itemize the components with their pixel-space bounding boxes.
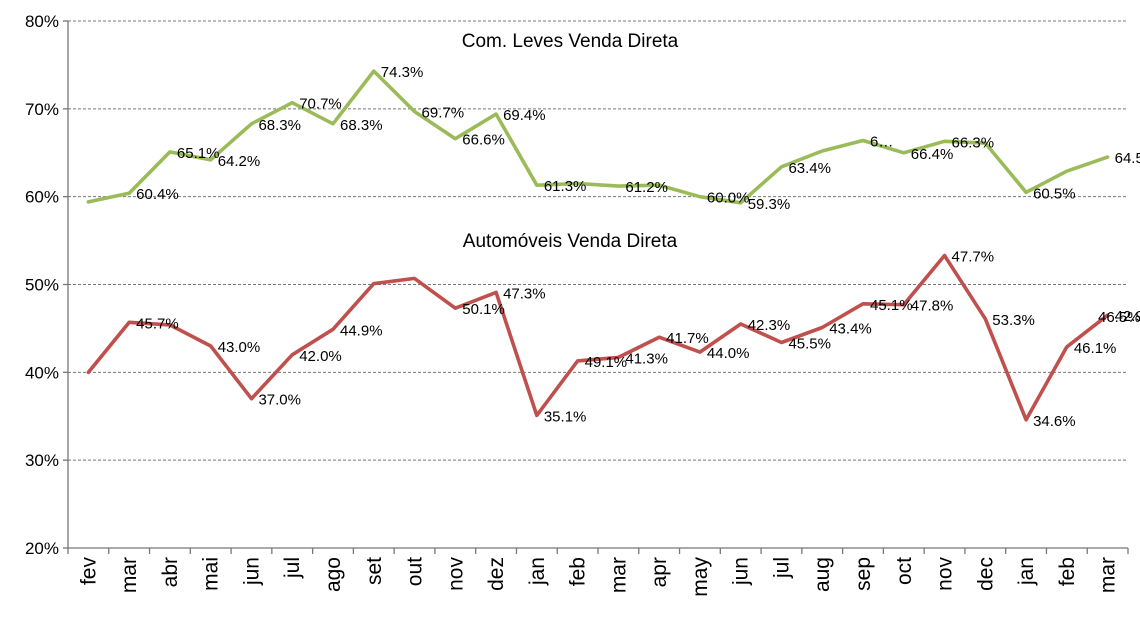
- data-label: 49.1%: [585, 354, 628, 371]
- x-tick-label: feb: [1056, 557, 1079, 586]
- x-tick-label: mar: [1097, 557, 1120, 593]
- data-label: 66.3%: [952, 134, 995, 151]
- data-label: 43.0%: [218, 339, 261, 356]
- data-label: 61.2%: [625, 179, 668, 196]
- x-tick-label: jan: [1015, 557, 1038, 586]
- x-tick-label: mar: [118, 557, 141, 593]
- y-tick-label: 50%: [25, 276, 59, 295]
- x-tick-label: nov: [444, 557, 467, 591]
- data-label: 45.5%: [788, 335, 831, 352]
- series-title-automoveis: Automóveis Venda Direta: [463, 231, 678, 252]
- data-label: 47.3%: [503, 285, 546, 302]
- y-tick-label: 20%: [25, 539, 59, 558]
- data-label: 42.0%: [299, 348, 342, 365]
- gridlines: [68, 20, 1128, 461]
- data-label: 42.3%: [748, 317, 791, 334]
- y-tick-label: 30%: [25, 451, 59, 470]
- data-label: 46.1%: [1074, 340, 1117, 357]
- data-label: 37.0%: [258, 392, 301, 409]
- x-tick-label: may: [689, 557, 712, 597]
- data-label: 66.6%: [462, 132, 505, 149]
- x-tick-label: out: [404, 557, 427, 586]
- data-label: 60.4%: [136, 186, 179, 203]
- data-label: 65.1%: [177, 145, 220, 162]
- x-tick-label: jul: [281, 557, 304, 579]
- data-label: 60.0%: [707, 190, 750, 207]
- data-label: 42.9%: [1115, 308, 1140, 325]
- data-label: 44.9%: [340, 322, 383, 339]
- y-tick-label: 80%: [25, 12, 59, 31]
- data-label: 35.1%: [544, 408, 587, 425]
- data-label: 69.4%: [503, 107, 546, 124]
- series-line-0: [86, 69, 1110, 205]
- data-label: 66.4%: [911, 146, 954, 163]
- x-tick-label: aug: [811, 557, 834, 592]
- x-tick-label: mai: [200, 557, 223, 591]
- data-label: 53.3%: [992, 312, 1035, 329]
- x-tick-label: fev: [77, 557, 100, 586]
- data-label: 47.8%: [911, 298, 954, 315]
- data-label: 43.4%: [829, 321, 872, 338]
- data-label: 64.2%: [218, 153, 261, 170]
- x-tick-label: jul: [770, 557, 793, 579]
- x-tick-label: dec: [974, 557, 997, 591]
- x-tick-label: jun: [240, 557, 263, 586]
- series-lines: [86, 69, 1110, 422]
- data-label: 68.3%: [340, 117, 383, 134]
- data-label: 64.5%: [1115, 150, 1140, 167]
- y-tick-label: 70%: [25, 100, 59, 119]
- x-tick-label: dez: [485, 557, 508, 591]
- data-label: 47.7%: [952, 249, 995, 266]
- y-tick-label: 60%: [25, 188, 59, 207]
- data-label: 69.7%: [422, 104, 465, 121]
- y-tick-label: 40%: [25, 363, 59, 382]
- x-tick-label: set: [363, 557, 386, 585]
- x-tick-label: sep: [852, 557, 875, 591]
- data-label: 34.6%: [1033, 413, 1076, 430]
- data-label: 6…: [870, 133, 893, 150]
- axes: 20%30%40%50%60%70%80%fev mar abr mai jun jul a…: [25, 12, 1129, 597]
- data-label: 50.1%: [462, 301, 505, 318]
- data-label: 63.4%: [788, 160, 831, 177]
- x-tick-label: abr: [159, 557, 182, 587]
- data-label: 59.3%: [748, 196, 791, 213]
- x-tick-label: apr: [648, 557, 671, 587]
- series-line-1: [86, 253, 1110, 422]
- x-tick-label: oct: [893, 557, 916, 585]
- x-tick-label: ago: [322, 557, 345, 592]
- data-label-extra: 46.5%: [1098, 309, 1140, 326]
- x-tick-label: jun: [730, 557, 753, 586]
- x-tick-label: feb: [567, 557, 590, 586]
- x-tick-label: nov: [934, 557, 957, 591]
- x-tick-label: jan: [526, 557, 549, 586]
- data-label: 74.3%: [381, 64, 424, 81]
- data-label: 41.3%: [625, 350, 668, 367]
- data-label: 68.3%: [258, 117, 301, 134]
- data-label: 41.7%: [666, 330, 709, 347]
- data-label: 60.5%: [1033, 185, 1076, 202]
- x-tick-label: mar: [607, 557, 630, 593]
- data-label: 45.7%: [136, 315, 179, 332]
- data-label: 44.0%: [707, 345, 750, 362]
- series-title-com-leves: Com. Leves Venda Direta: [462, 31, 679, 52]
- data-labels: 60.4% 65.1%64.2% 68.3% 70.7% 68.3% 74.3% 69.7%…: [136, 64, 1140, 430]
- data-label: 45.1%: [870, 297, 913, 314]
- data-label: 61.3%: [544, 178, 587, 195]
- data-label: 70.7%: [299, 96, 342, 113]
